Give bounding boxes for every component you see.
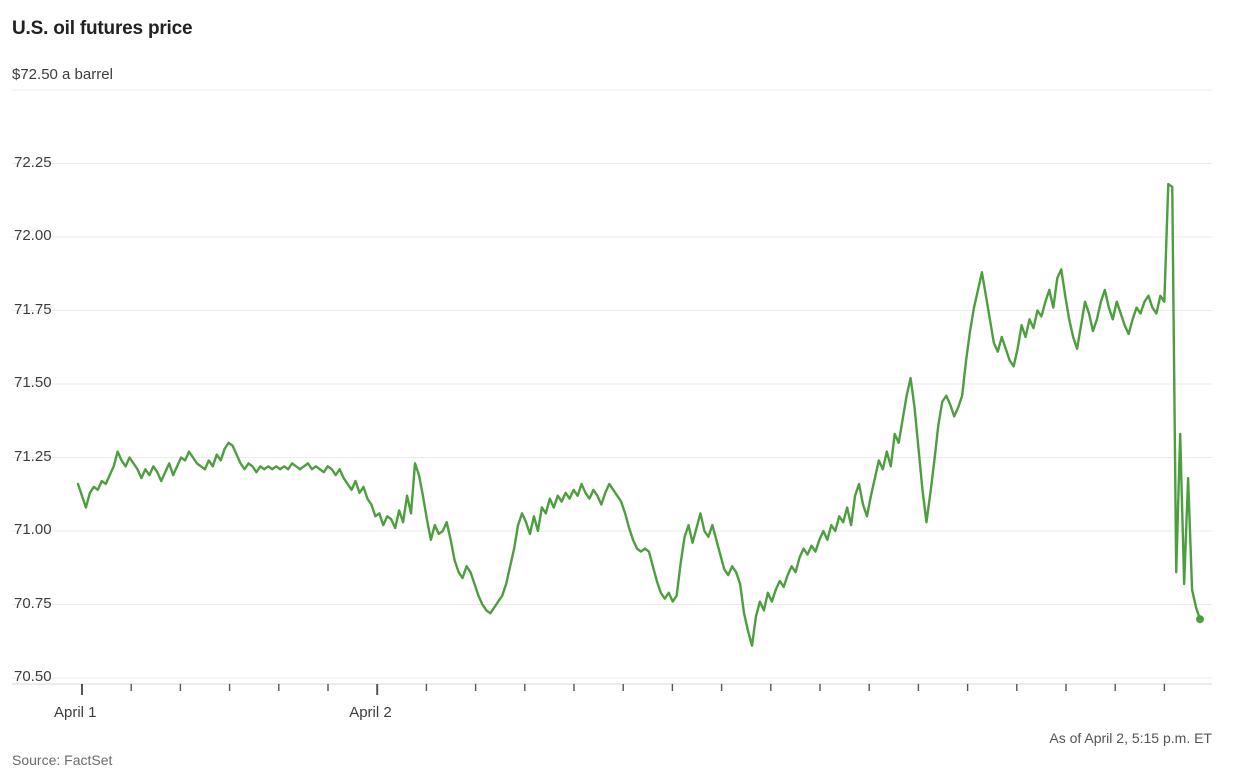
y-axis-tick-label: 70.50 <box>14 668 52 685</box>
chart-title: U.S. oil futures price <box>12 18 193 39</box>
y-axis-tick-label: 71.50 <box>14 374 52 391</box>
chart-subtitle-axis-top-label: $72.50 a barrel <box>12 66 113 83</box>
x-axis-ticks-group <box>81 684 1166 695</box>
y-axis-tick-label: 72.25 <box>14 153 52 171</box>
y-axis-tick-label: 70.75 <box>14 594 52 612</box>
y-axis-tick-label: 72.00 <box>14 227 52 244</box>
price-series-group <box>76 182 1204 647</box>
last-value-dot <box>1196 615 1204 624</box>
y-axis-tick-label: 71.25 <box>14 447 52 465</box>
as-of-timestamp: As of April 2, 5:15 p.m. ET <box>1049 730 1212 746</box>
x-axis-tick-label: April 1 <box>54 704 97 721</box>
price-line <box>76 182 1202 647</box>
gridlines-group <box>12 89 1212 679</box>
y-axis-tick-label: 71.00 <box>14 521 52 538</box>
x-axis-tick-label: April 2 <box>349 704 392 721</box>
source-attribution: Source: FactSet <box>12 752 113 768</box>
y-axis-tick-label: 71.75 <box>14 300 52 318</box>
